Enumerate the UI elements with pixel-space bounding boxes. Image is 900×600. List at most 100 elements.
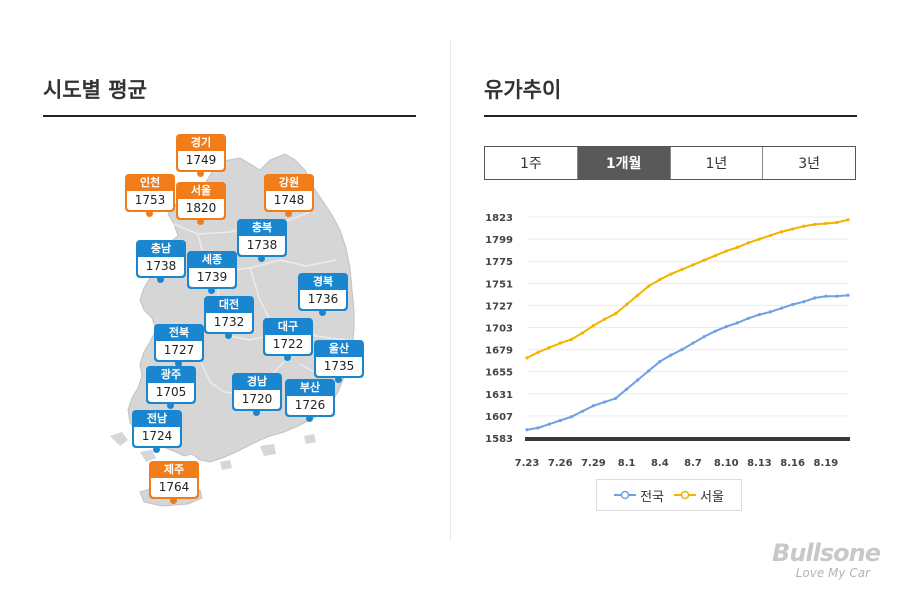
data-point-0 [824,294,828,298]
data-point-0 [691,341,695,345]
region-badge[interactable]: 광주 1705 [146,366,196,409]
data-point-1 [602,317,607,321]
region-pin-icon [170,497,177,504]
data-point-1 [525,356,529,360]
data-point-1 [813,222,817,226]
data-point-1 [746,241,750,245]
region-badge[interactable]: 전북 1727 [154,324,204,367]
data-point-1 [647,284,651,288]
region-badge[interactable]: 제주 1764 [149,461,199,504]
y-tick-label: 1607 [485,412,513,423]
legend-label-seoul: 서울 [700,489,724,505]
tab-1month[interactable]: 1개월 [577,147,671,179]
data-point-0 [713,329,717,333]
region-badge[interactable]: 부산 1726 [285,379,335,422]
data-point-1 [757,237,762,241]
price-trend-chart: 1583 1607 1631 1655 1679 1703 1727 1751 1775 1799… [485,213,850,469]
region-name: 전남 [146,412,168,425]
data-point-0 [813,296,817,300]
right-title-underline [484,115,857,117]
region-badge[interactable]: 전남 1724 [132,410,182,453]
left-title-underline [43,115,416,117]
region-price: 1749 [178,151,224,170]
y-tick-label: 1655 [485,368,513,379]
data-point-1 [558,341,562,345]
legend-item-national[interactable]: 전국 [614,486,664,505]
region-price: 1705 [148,383,194,402]
left-title: 시도별 평균 [43,78,147,102]
data-point-1 [768,233,773,238]
region-badge[interactable]: 충북 1738 [237,219,287,262]
tab-3year[interactable]: 3년 [798,156,821,172]
data-point-1 [835,220,839,225]
region-name: 대구 [277,320,299,333]
data-point-1 [669,272,673,276]
data-point-0 [680,348,684,352]
region-badge[interactable]: 인천 1753 [125,174,175,217]
data-point-0 [669,353,673,357]
region-price: 1764 [151,478,197,497]
region-price: 1735 [316,357,362,376]
tab-1year[interactable]: 1년 [671,147,764,179]
legend-label-national: 전국 [640,489,664,505]
x-tick-label: 8.13 [747,458,772,469]
region-pin-icon [306,415,313,422]
region-badge[interactable]: 강원 1748 [264,174,314,217]
y-tick-label: 1751 [485,279,513,290]
y-tick-label: 1799 [485,235,513,246]
region-name: 제주 [163,463,185,476]
region-badge[interactable]: 경북 1736 [298,273,348,316]
region-pin-icon [253,409,260,416]
data-point-1 [779,230,784,234]
region-badge[interactable]: 경남 1720 [232,373,282,416]
series-line-0 [526,294,849,431]
legend-item-seoul[interactable]: 서울 [674,486,724,505]
region-name: 서울 [190,184,212,197]
region-pin-icon [146,210,153,217]
x-tick-label: 7.26 [548,458,573,469]
region-badge[interactable]: 울산 1735 [314,340,364,383]
data-point-0 [702,335,706,339]
region-badge[interactable]: 대전 1732 [204,296,254,339]
region-badge[interactable]: 대구 1722 [263,318,313,361]
data-point-0 [768,310,773,314]
region-price: 1748 [266,191,312,210]
data-point-0 [636,378,640,382]
data-point-1 [680,267,684,272]
logo-name: Bullsone [772,539,881,567]
data-point-1 [613,312,618,316]
data-point-0 [625,387,629,391]
region-badge[interactable]: 세종 1739 [187,251,237,294]
data-point-0 [536,426,540,430]
x-tick-label: 8.19 [814,458,839,469]
data-point-1 [547,346,551,350]
x-tick-label: 8.10 [714,458,739,469]
logo-tagline: Love My Car [795,566,870,580]
data-point-1 [791,227,795,231]
data-point-0 [580,409,584,413]
region-price: 1820 [178,199,224,218]
data-point-0 [591,404,596,408]
tab-1week[interactable]: 1주 [485,147,578,179]
data-point-1 [824,221,828,226]
x-tick-label: 8.1 [618,458,636,469]
region-name: 경북 [312,275,334,288]
region-name: 세종 [201,253,223,266]
region-name: 경남 [246,375,268,388]
data-point-0 [547,422,551,426]
region-pin-icon [167,402,174,409]
y-tick-label: 1703 [485,324,513,335]
region-pin-icon [175,360,182,367]
region-badge[interactable]: 충남 1738 [136,240,186,283]
data-point-1 [591,324,596,328]
data-point-1 [658,278,662,282]
data-point-0 [724,324,728,329]
data-point-1 [846,218,850,222]
x-axis-baseline [525,437,850,441]
y-tick-label: 1727 [485,301,513,312]
region-badge[interactable]: 서울 1820 [176,182,226,225]
region-badge[interactable]: 경기 1749 [176,134,226,177]
region-price: 1724 [134,427,180,446]
region-pin-icon [153,446,160,453]
y-tick-label: 1823 [485,213,513,224]
